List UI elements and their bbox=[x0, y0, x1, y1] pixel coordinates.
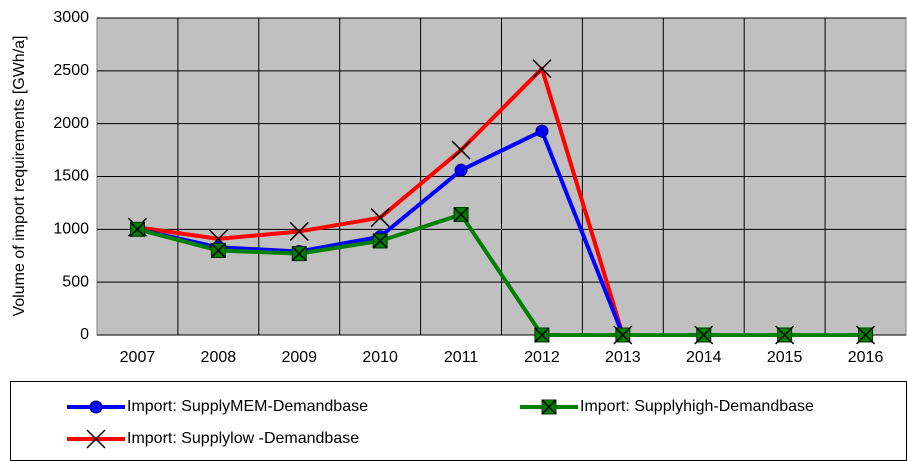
point bbox=[451, 140, 471, 160]
point bbox=[291, 246, 307, 262]
y-tick-label: 1000 bbox=[53, 221, 89, 238]
point bbox=[210, 242, 226, 258]
x-tick-label: 2008 bbox=[201, 349, 237, 366]
legend-marker bbox=[89, 400, 103, 414]
point-shape bbox=[86, 429, 106, 449]
x-tick-label: 2014 bbox=[686, 349, 722, 366]
point bbox=[777, 327, 793, 343]
x-tick-label: 2007 bbox=[120, 349, 156, 366]
point bbox=[372, 233, 388, 249]
y-tick-label: 3000 bbox=[53, 9, 89, 26]
point bbox=[129, 221, 145, 237]
point-shape bbox=[210, 242, 226, 258]
point bbox=[534, 327, 550, 343]
point bbox=[370, 208, 390, 228]
x-tick-label: 2015 bbox=[767, 349, 803, 366]
x-tick-label: 2009 bbox=[281, 349, 317, 366]
point bbox=[454, 163, 468, 177]
point-shape bbox=[370, 208, 390, 228]
x-tick-label: 2011 bbox=[444, 349, 479, 366]
y-tick-label: 2000 bbox=[53, 115, 89, 132]
point-shape bbox=[291, 246, 307, 262]
point-shape bbox=[289, 221, 309, 241]
point-shape bbox=[535, 124, 549, 138]
point bbox=[696, 327, 712, 343]
x-tick-label: 2010 bbox=[362, 349, 398, 366]
point-shape bbox=[89, 400, 103, 414]
legend-label: Import: SupplyMEM-Demandbase bbox=[127, 398, 368, 415]
point-shape bbox=[615, 327, 631, 343]
point-shape bbox=[858, 327, 874, 343]
y-axis-label: Volume of import requirements [GWh/a] bbox=[11, 36, 28, 317]
x-tick-label: 2016 bbox=[848, 349, 884, 366]
point-shape bbox=[532, 59, 552, 79]
point-shape bbox=[453, 207, 469, 223]
point-shape bbox=[451, 140, 471, 160]
point-shape bbox=[372, 233, 388, 249]
point bbox=[453, 207, 469, 223]
x-tick-label: 2012 bbox=[524, 349, 560, 366]
point bbox=[532, 59, 552, 79]
y-tick-label: 500 bbox=[62, 273, 89, 290]
legend-marker bbox=[86, 429, 106, 449]
point-shape bbox=[696, 327, 712, 343]
point bbox=[289, 221, 309, 241]
legend-label: Import: Supplyhigh-Demandbase bbox=[580, 398, 814, 415]
y-tick-label: 1500 bbox=[53, 168, 89, 185]
point bbox=[615, 327, 631, 343]
x-tick-label: 2013 bbox=[605, 349, 641, 366]
point-shape bbox=[129, 221, 145, 237]
legend-label: Import: Supplylow -Demandbase bbox=[127, 430, 359, 447]
point-shape bbox=[777, 327, 793, 343]
series-line bbox=[136, 212, 866, 337]
y-tick-label: 0 bbox=[80, 326, 89, 343]
y-tick-label: 2500 bbox=[53, 62, 89, 79]
point bbox=[858, 327, 874, 343]
legend-marker bbox=[541, 399, 557, 415]
point-shape bbox=[534, 327, 550, 343]
legend bbox=[10, 381, 907, 461]
point-shape bbox=[541, 399, 557, 415]
point-shape bbox=[454, 163, 468, 177]
point bbox=[535, 124, 549, 138]
